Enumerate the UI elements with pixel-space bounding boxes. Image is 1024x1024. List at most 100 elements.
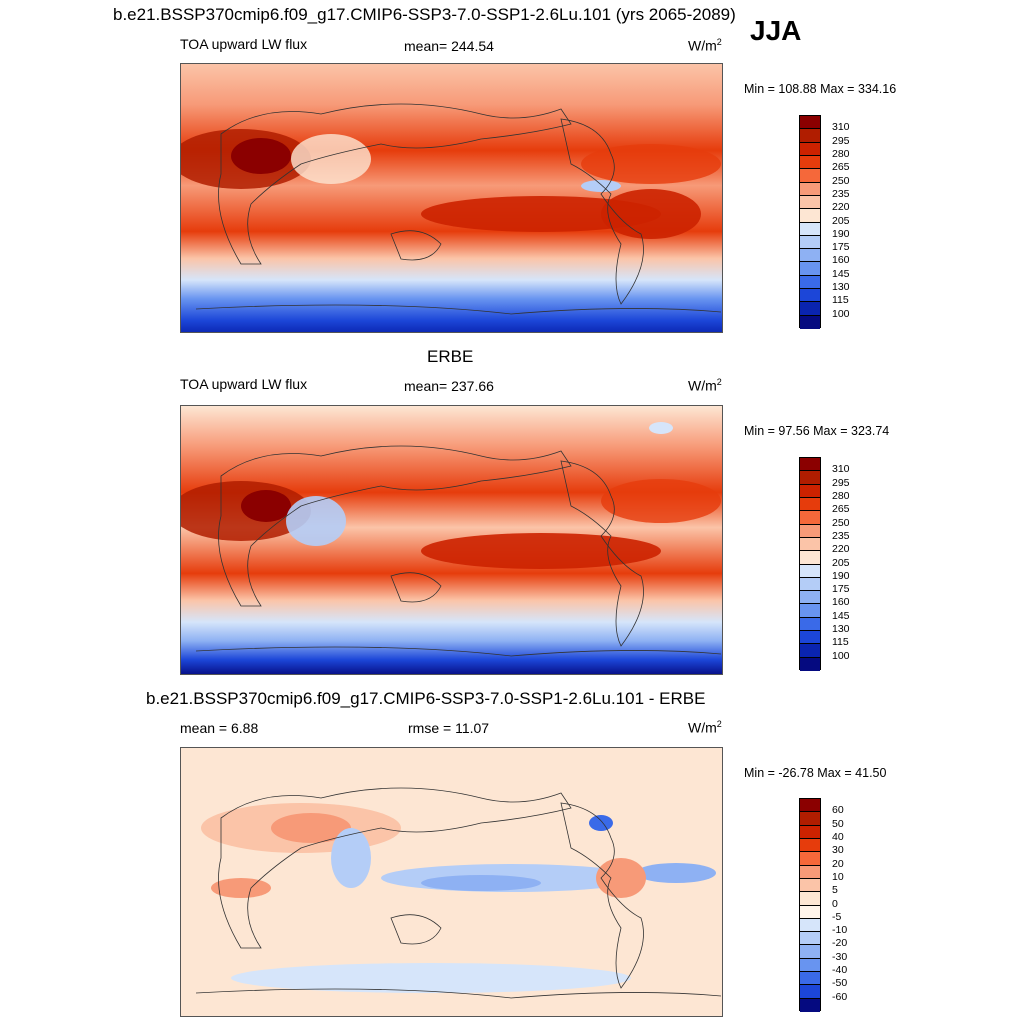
colorbar-segment bbox=[800, 524, 820, 538]
colorbar-segment bbox=[800, 657, 820, 671]
colorbar-segment bbox=[800, 799, 820, 813]
panel2-units: W/m2 bbox=[688, 377, 722, 394]
colorbar-segment bbox=[800, 617, 820, 632]
colorbar-tick-label: 10 bbox=[832, 870, 844, 883]
colorbar-tick-label: 220 bbox=[832, 543, 850, 556]
colorbar-tick-label: 295 bbox=[832, 134, 850, 147]
colorbar-segment bbox=[800, 484, 820, 498]
colorbar-tick-label: 295 bbox=[832, 476, 850, 489]
colorbar-segment bbox=[800, 129, 820, 143]
colorbar-tick-label: 145 bbox=[832, 609, 850, 622]
colorbar-tick-label: 205 bbox=[832, 556, 850, 569]
colorbar-segment bbox=[800, 249, 820, 263]
colorbar-tick-label: -30 bbox=[832, 950, 848, 963]
colorbar-tick-label: -10 bbox=[832, 924, 848, 937]
season-label: JJA bbox=[750, 15, 802, 46]
colorbar-tick-label: 20 bbox=[832, 857, 844, 870]
colorbar-segment bbox=[800, 932, 820, 946]
colorbar-segment bbox=[800, 262, 820, 276]
colorbar-tick-label: 5 bbox=[832, 884, 838, 897]
panel3-title: b.e21.BSSP370cmip6.f09_g17.CMIP6-SSP3-7.… bbox=[146, 689, 706, 708]
colorbar-segment bbox=[800, 182, 820, 196]
colorbar-segment bbox=[800, 235, 820, 250]
colorbar-tick-label: 235 bbox=[832, 529, 850, 542]
panel2-minmax: Min = 97.56 Max = 323.74 bbox=[744, 424, 890, 438]
colorbar-segment bbox=[800, 604, 820, 618]
colorbar-segment bbox=[800, 169, 820, 183]
colorbar-tick-label: 310 bbox=[832, 463, 850, 476]
panel3-minmax: Min = -26.78 Max = 41.50 bbox=[744, 766, 887, 780]
colorbar-tick-label: 115 bbox=[832, 636, 849, 649]
colorbar-tick-label: 265 bbox=[832, 161, 850, 174]
colorbar-segment bbox=[800, 945, 820, 959]
colorbar-tick-label: 130 bbox=[832, 281, 850, 294]
panel3-rmse: rmse = 11.07 bbox=[408, 720, 490, 736]
colorbar-segment bbox=[800, 155, 820, 170]
colorbar-tick-label: -40 bbox=[832, 964, 848, 977]
colorbar-segment bbox=[800, 497, 820, 512]
colorbar-segment bbox=[800, 838, 820, 853]
colorbar-tick-label: 145 bbox=[832, 267, 850, 280]
panel3-units: W/m2 bbox=[688, 719, 722, 736]
colorbar-segment bbox=[800, 985, 820, 999]
colorbar-segment bbox=[800, 458, 820, 472]
colorbar-segment bbox=[800, 195, 820, 210]
colorbar-segment bbox=[800, 209, 820, 223]
colorbar-tick-label: 310 bbox=[832, 121, 850, 134]
colorbar-tick-label: 175 bbox=[832, 241, 850, 254]
colorbar-segment bbox=[800, 142, 820, 156]
colorbar-tick-label: 220 bbox=[832, 201, 850, 214]
colorbar-tick-label: 280 bbox=[832, 147, 850, 160]
colorbar-segment bbox=[800, 511, 820, 525]
colorbar-segment bbox=[800, 918, 820, 933]
colorbar-segment bbox=[800, 315, 820, 329]
panel1-title: b.e21.BSSP370cmip6.f09_g17.CMIP6-SSP3-7.… bbox=[113, 5, 736, 24]
colorbar-segment bbox=[800, 972, 820, 986]
colorbar-tick-label: 280 bbox=[832, 489, 850, 502]
colorbar-tick-label: -20 bbox=[832, 937, 848, 950]
panel2-mean: mean= 237.66 bbox=[404, 378, 494, 394]
colorbar-tick-label: 250 bbox=[832, 174, 850, 187]
colorbar-segment bbox=[800, 825, 820, 839]
panel3-mean: mean = 6.88 bbox=[180, 720, 259, 736]
panel3-map bbox=[180, 747, 723, 1017]
colorbar-tick-label: 250 bbox=[832, 516, 850, 529]
colorbar-segment bbox=[800, 471, 820, 485]
colorbar-segment bbox=[800, 958, 820, 973]
panel1-map bbox=[180, 63, 723, 333]
colorbar-segment bbox=[800, 812, 820, 826]
colorbar-segment bbox=[800, 564, 820, 578]
colorbar-segment bbox=[800, 591, 820, 605]
colorbar-tick-label: 205 bbox=[832, 214, 850, 227]
colorbar-segment bbox=[800, 275, 820, 290]
colorbar-tick-label: -50 bbox=[832, 977, 848, 990]
colorbar-tick-label: 60 bbox=[832, 804, 844, 817]
colorbar-tick-label: -60 bbox=[832, 990, 848, 1003]
colorbar-tick-label: 235 bbox=[832, 187, 850, 200]
panel1-colorbar bbox=[799, 115, 821, 329]
panel2-colorbar bbox=[799, 457, 821, 671]
colorbar-segment bbox=[800, 537, 820, 552]
panel1-map-svg bbox=[181, 64, 722, 332]
colorbar-segment bbox=[800, 865, 820, 879]
colorbar-tick-label: 190 bbox=[832, 227, 850, 240]
panel2-map bbox=[180, 405, 723, 675]
panel1-minmax: Min = 108.88 Max = 334.16 bbox=[744, 82, 897, 96]
colorbar-segment bbox=[800, 892, 820, 906]
colorbar-tick-label: 160 bbox=[832, 254, 850, 267]
panel2-variable: TOA upward LW flux bbox=[180, 376, 308, 392]
colorbar-segment bbox=[800, 289, 820, 303]
colorbar-tick-label: 30 bbox=[832, 844, 844, 857]
panel2-title: ERBE bbox=[427, 347, 474, 366]
colorbar-segment bbox=[800, 631, 820, 645]
colorbar-segment bbox=[800, 116, 820, 130]
colorbar-tick-label: 265 bbox=[832, 503, 850, 516]
colorbar-tick-label: 175 bbox=[832, 583, 850, 596]
colorbar-tick-label: 130 bbox=[832, 623, 850, 636]
colorbar-tick-label: 115 bbox=[832, 294, 849, 307]
colorbar-tick-label: 100 bbox=[832, 307, 850, 320]
panel1-units: W/m2 bbox=[688, 37, 722, 54]
colorbar-tick-label: 100 bbox=[832, 649, 850, 662]
colorbar-tick-label: 190 bbox=[832, 569, 850, 582]
colorbar-segment bbox=[800, 302, 820, 316]
